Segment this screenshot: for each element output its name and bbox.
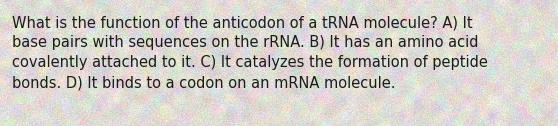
Text: What is the function of the anticodon of a tRNA molecule? A) It
base pairs with : What is the function of the anticodon of… bbox=[12, 15, 488, 90]
